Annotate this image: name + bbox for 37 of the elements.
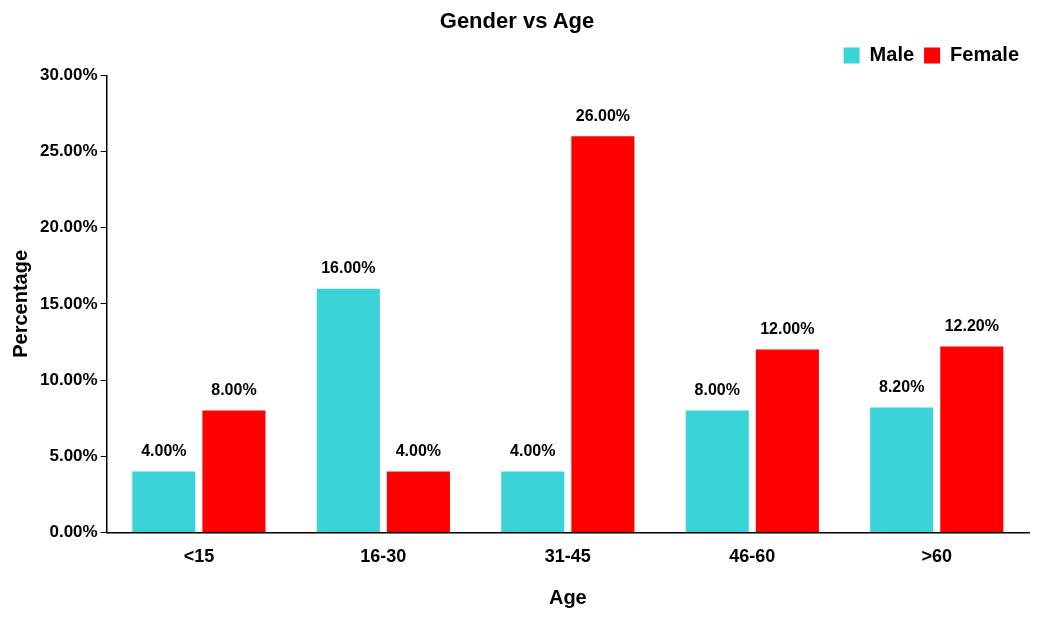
- x-tick-label: <15: [183, 546, 215, 567]
- bar: [940, 346, 1004, 532]
- data-label: 4.00%: [141, 441, 187, 459]
- x-tick-label: 16-30: [360, 546, 407, 567]
- x-tick-label: 31-45: [544, 546, 591, 567]
- data-label: 12.00%: [760, 320, 815, 338]
- x-tick-label: >60: [921, 546, 953, 567]
- y-tick-label: 5.00%: [49, 445, 98, 465]
- data-label: 4.00%: [510, 441, 556, 459]
- y-tick-label: 25.00%: [39, 141, 98, 161]
- data-label: 8.00%: [211, 380, 257, 398]
- bar: [202, 410, 266, 532]
- y-tick-label: 20.00%: [39, 217, 98, 237]
- bar: [501, 471, 565, 532]
- data-label: 8.20%: [879, 377, 925, 395]
- x-axis-title: Age: [548, 585, 587, 608]
- bar: [316, 288, 380, 532]
- bar: [685, 410, 749, 532]
- bar: [386, 471, 450, 532]
- data-label: 12.20%: [944, 316, 999, 334]
- y-tick-label: 10.00%: [39, 369, 98, 389]
- data-label: 16.00%: [321, 259, 376, 277]
- legend-label: Female: [950, 42, 1020, 65]
- y-tick-label: 15.00%: [39, 293, 98, 313]
- bar: [132, 471, 196, 532]
- bar: [870, 407, 934, 532]
- y-tick-label: 30.00%: [39, 65, 98, 85]
- bar: [755, 349, 819, 532]
- y-axis-title: Percentage: [8, 249, 31, 358]
- x-tick-label: 46-60: [729, 546, 776, 567]
- bar: [571, 136, 635, 532]
- data-label: 4.00%: [395, 441, 442, 459]
- legend-label: Male: [869, 42, 915, 65]
- data-label: 8.00%: [694, 380, 740, 398]
- data-label: 26.00%: [575, 106, 631, 124]
- chart-title: Gender vs Age: [439, 8, 595, 34]
- y-tick-label: 0.00%: [49, 522, 98, 542]
